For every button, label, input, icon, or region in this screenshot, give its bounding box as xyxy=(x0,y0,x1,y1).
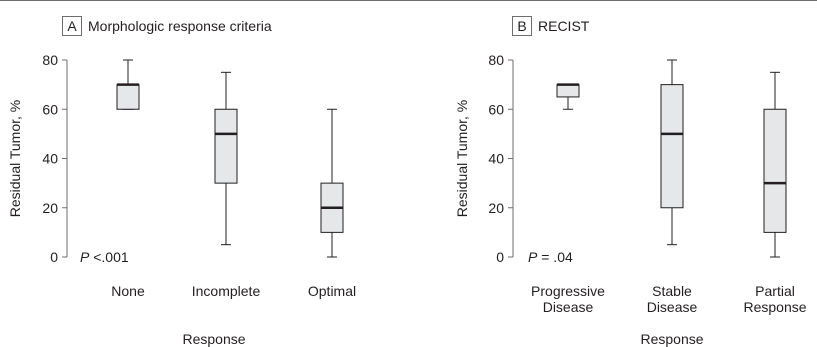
x-axis-label: Response xyxy=(640,331,703,347)
box-iqr xyxy=(116,84,140,110)
top-rule xyxy=(0,0,817,1)
x-category-label: Disease xyxy=(543,299,594,315)
panel-a-title: Morphologic response criteria xyxy=(88,18,272,34)
panel-b-title: RECIST xyxy=(538,18,590,34)
x-category-label: None xyxy=(111,283,145,299)
y-tick-label: 60 xyxy=(488,101,504,117)
x-category-label: Response xyxy=(743,299,806,315)
y-tick-label: 80 xyxy=(42,52,58,68)
y-tick-label: 0 xyxy=(496,249,504,265)
x-category-label: Partial xyxy=(755,283,795,299)
y-tick-label: 0 xyxy=(50,249,58,265)
box-iqr xyxy=(214,108,238,184)
box-iqr xyxy=(660,84,684,209)
p-value-text: <.001 xyxy=(89,249,129,265)
y-axis-label: Residual Tumor, % xyxy=(454,100,470,218)
x-category-label: Stable xyxy=(652,283,692,299)
chart-a: 0 20 40 60 80 Residual Tumor, % None Incomplete… xyxy=(7,52,356,347)
x-axis-label: Response xyxy=(182,331,245,347)
p-value-annotation: P = .04 xyxy=(528,249,573,265)
panel-b-letter: B xyxy=(512,16,532,36)
y-tick-label: 40 xyxy=(488,151,504,167)
x-category-label: Disease xyxy=(647,299,698,315)
y-tick-label: 80 xyxy=(488,52,504,68)
p-value-annotation: P <.001 xyxy=(80,249,129,265)
p-value-text: = .04 xyxy=(537,249,573,265)
panel-a-header: A Morphologic response criteria xyxy=(62,16,272,36)
x-category-label: Optimal xyxy=(308,283,356,299)
y-tick-label: 40 xyxy=(42,151,58,167)
panel-a-letter: A xyxy=(62,16,82,36)
y-tick-label: 20 xyxy=(42,200,58,216)
p-value-symbol: P xyxy=(528,249,538,265)
panel-a: A Morphologic response criteria 0 20 40 60 8… xyxy=(0,0,400,347)
y-tick-label: 20 xyxy=(488,200,504,216)
y-tick-label: 60 xyxy=(42,101,58,117)
x-category-label: Progressive xyxy=(531,283,605,299)
p-value-symbol: P xyxy=(80,249,90,265)
box-iqr xyxy=(763,108,787,233)
box-iqr xyxy=(556,84,580,98)
panel-b: B RECIST 0 20 40 60 80 Residual Tumor, % Progr… xyxy=(410,0,817,347)
y-axis-label: Residual Tumor, % xyxy=(7,100,23,218)
x-category-label: Incomplete xyxy=(192,283,261,299)
panel-b-header: B RECIST xyxy=(512,16,589,36)
